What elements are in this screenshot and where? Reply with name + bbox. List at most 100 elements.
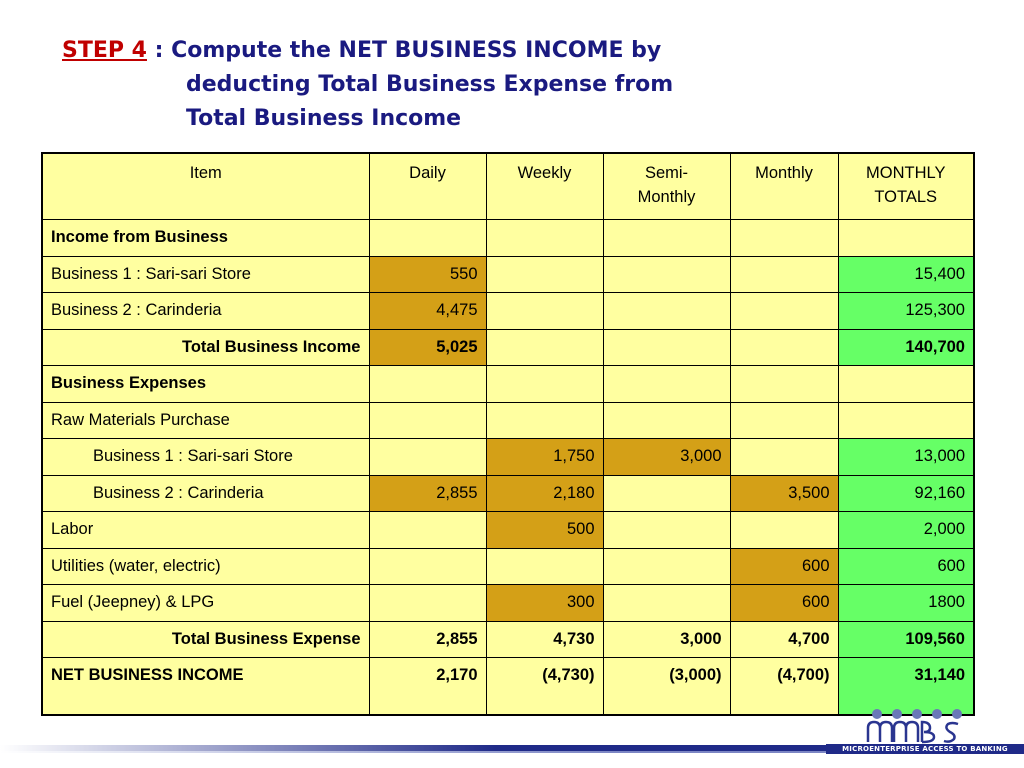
cell-total bbox=[837, 219, 975, 257]
cell-monthly: (4,700) bbox=[729, 657, 839, 716]
footer-bar-accent bbox=[0, 751, 1024, 753]
row-item: Business 1 : Sari-sari Store bbox=[41, 438, 370, 476]
cell-semi-monthly: (3,000) bbox=[602, 657, 731, 716]
table-row: Business 1 : Sari-sari Store 1,750 3,000… bbox=[41, 438, 975, 476]
cell-weekly bbox=[485, 292, 604, 330]
table-row: Raw Materials Purchase bbox=[41, 401, 975, 439]
title-line-2: deducting Total Business Expense from bbox=[186, 72, 674, 97]
row-item: Business 2 : Carinderia bbox=[41, 292, 370, 330]
cell-total: 92,160 bbox=[837, 474, 975, 512]
cell-semi-monthly bbox=[602, 401, 731, 439]
table-row: Business Expenses bbox=[41, 365, 975, 403]
cell-monthly bbox=[729, 365, 839, 403]
cell-daily: 2,855 bbox=[368, 620, 487, 658]
cell-total: 2,000 bbox=[837, 511, 975, 549]
step-label: STEP 4 bbox=[62, 38, 147, 63]
cell-daily: 550 bbox=[368, 255, 487, 293]
cell-daily bbox=[368, 401, 487, 439]
cell-daily bbox=[368, 438, 487, 476]
cell-total: 13,000 bbox=[837, 438, 975, 476]
cell-weekly bbox=[485, 547, 604, 585]
mabs-logo bbox=[866, 709, 962, 744]
row-item: Fuel (Jeepney) & LPG bbox=[41, 584, 370, 622]
cell-semi-monthly: 3,000 bbox=[602, 620, 731, 658]
cell-monthly bbox=[729, 219, 839, 257]
cell-semi-monthly bbox=[602, 584, 731, 622]
table-row: Income from Business bbox=[41, 219, 975, 257]
cell-monthly bbox=[729, 328, 839, 366]
row-item: Labor bbox=[41, 511, 370, 549]
row-item: Business 2 : Carinderia bbox=[41, 474, 370, 512]
header-row: Item Daily Weekly Semi- Monthly Monthly M… bbox=[41, 152, 975, 220]
cell-daily: 2,855 bbox=[368, 474, 487, 512]
cell-monthly bbox=[729, 401, 839, 439]
header-monthly-totals: MONTHLY TOTALS bbox=[837, 152, 975, 220]
cell-weekly bbox=[485, 255, 604, 293]
cell-semi-monthly: 3,000 bbox=[602, 438, 731, 476]
slide-title: STEP 4 : Compute the NET BUSINESS INCOME… bbox=[62, 34, 962, 136]
title-line-3: Total Business Income bbox=[186, 106, 462, 131]
cell-daily: 5,025 bbox=[368, 328, 487, 366]
cell-monthly: 600 bbox=[729, 547, 839, 585]
cell-daily: 4,475 bbox=[368, 292, 487, 330]
cell-monthly bbox=[729, 511, 839, 549]
cell-monthly bbox=[729, 292, 839, 330]
table-row: Fuel (Jeepney) & LPG 300 600 1800 bbox=[41, 584, 975, 622]
table-row: Total Business Income 5,025 140,700 bbox=[41, 328, 975, 366]
row-item: Raw Materials Purchase bbox=[41, 401, 370, 439]
cell-weekly: (4,730) bbox=[485, 657, 604, 716]
row-item: NET BUSINESS INCOME bbox=[41, 657, 370, 716]
cell-semi-monthly bbox=[602, 328, 731, 366]
cell-daily bbox=[368, 219, 487, 257]
footer-bar bbox=[0, 745, 826, 751]
cell-total: 600 bbox=[837, 547, 975, 585]
cell-weekly: 2,180 bbox=[485, 474, 604, 512]
table-row: Labor 500 2,000 bbox=[41, 511, 975, 549]
header-semi-monthly: Semi- Monthly bbox=[602, 152, 731, 220]
cell-weekly bbox=[485, 365, 604, 403]
cell-weekly: 500 bbox=[485, 511, 604, 549]
cell-weekly: 300 bbox=[485, 584, 604, 622]
cell-total bbox=[837, 365, 975, 403]
cell-total: 109,560 bbox=[837, 620, 975, 658]
cell-semi-monthly bbox=[602, 292, 731, 330]
cell-total: 31,140 bbox=[837, 657, 975, 716]
cell-daily bbox=[368, 547, 487, 585]
cell-total: 1800 bbox=[837, 584, 975, 622]
cell-monthly bbox=[729, 255, 839, 293]
title-line-1: : Compute the NET BUSINESS INCOME by bbox=[146, 38, 662, 63]
table-row: Business 1 : Sari-sari Store 550 15,400 bbox=[41, 255, 975, 293]
cell-monthly bbox=[729, 438, 839, 476]
row-item: Utilities (water, electric) bbox=[41, 547, 370, 585]
row-item: Business 1 : Sari-sari Store bbox=[41, 255, 370, 293]
cell-semi-monthly bbox=[602, 219, 731, 257]
row-item: Business Expenses bbox=[41, 365, 370, 403]
cell-total bbox=[837, 401, 975, 439]
table-row: Business 2 : Carinderia 2,855 2,180 3,50… bbox=[41, 474, 975, 512]
cell-monthly: 4,700 bbox=[729, 620, 839, 658]
row-item: Income from Business bbox=[41, 219, 370, 257]
cell-weekly bbox=[485, 328, 604, 366]
net-income-table: Item Daily Weekly Semi- Monthly Monthly M… bbox=[41, 152, 975, 716]
cell-daily bbox=[368, 365, 487, 403]
cell-total: 125,300 bbox=[837, 292, 975, 330]
cell-monthly: 600 bbox=[729, 584, 839, 622]
cell-semi-monthly bbox=[602, 547, 731, 585]
table-row: Total Business Expense 2,855 4,730 3,000… bbox=[41, 620, 975, 658]
table-row: Business 2 : Carinderia 4,475 125,300 bbox=[41, 292, 975, 330]
header-monthly: Monthly bbox=[729, 152, 839, 220]
cell-semi-monthly bbox=[602, 365, 731, 403]
table-row: Utilities (water, electric) 600 600 bbox=[41, 547, 975, 585]
header-daily: Daily bbox=[368, 152, 487, 220]
cell-weekly: 4,730 bbox=[485, 620, 604, 658]
cell-semi-monthly bbox=[602, 255, 731, 293]
row-item: Total Business Expense bbox=[41, 620, 370, 658]
cell-daily bbox=[368, 511, 487, 549]
cell-semi-monthly bbox=[602, 474, 731, 512]
cell-total: 15,400 bbox=[837, 255, 975, 293]
cell-daily: 2,170 bbox=[368, 657, 487, 716]
cell-weekly bbox=[485, 401, 604, 439]
row-item: Total Business Income bbox=[41, 328, 370, 366]
header-item: Item bbox=[41, 152, 370, 220]
table-row: NET BUSINESS INCOME 2,170 (4,730) (3,000… bbox=[41, 657, 975, 716]
